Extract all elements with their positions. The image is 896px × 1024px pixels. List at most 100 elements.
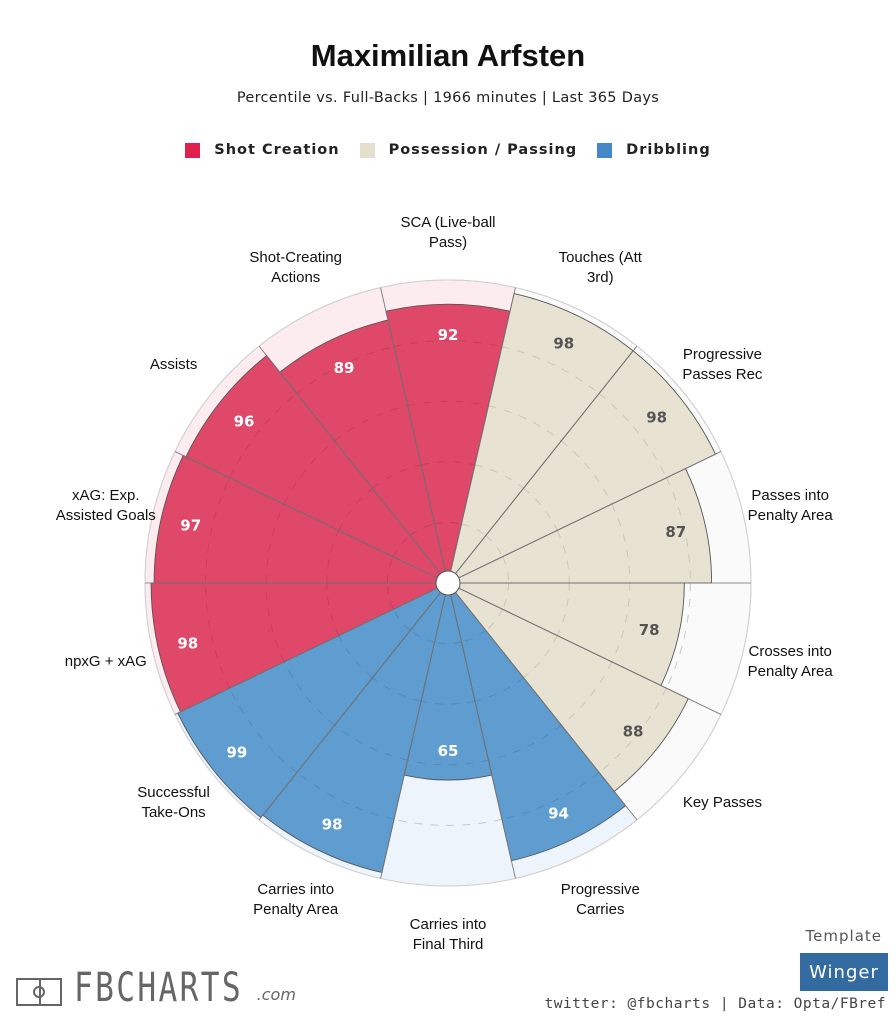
wedge-npxg-xag xyxy=(150,582,449,713)
value-label-successful-take-ons: 99 xyxy=(226,743,247,761)
value-label-carries-into-final-third: 65 xyxy=(438,742,459,760)
metric-label-carries-into-penalty-area: Carries into Penalty Area xyxy=(253,881,339,918)
wedge-shot-creating-actions xyxy=(279,319,449,584)
value-label-passes-into-penalty-area: 87 xyxy=(665,523,686,541)
gridline xyxy=(485,609,504,631)
metric-label-key-passes: Key Passes xyxy=(683,794,762,811)
gridline xyxy=(665,477,691,584)
template-label: Template xyxy=(805,927,882,945)
gridline xyxy=(386,582,394,610)
value-label-key-passes: 88 xyxy=(623,723,644,741)
gridline xyxy=(372,677,422,702)
gridline xyxy=(386,556,394,584)
chart-subtitle: Percentile vs. Full-Backs | 1966 minutes… xyxy=(236,90,660,106)
pitch-icon xyxy=(16,978,62,1006)
gridline xyxy=(598,393,667,479)
gridline xyxy=(461,629,487,643)
value-label-sca-live-ball-pass: 92 xyxy=(438,326,459,344)
gridline xyxy=(501,346,600,394)
gridline xyxy=(665,582,691,689)
metric-label-sca-live-ball-pass: SCA (Live-ball Pass) xyxy=(400,214,495,251)
wedge-xag-exp-assisted-goals xyxy=(153,454,449,584)
gridline xyxy=(598,687,667,773)
value-labels: 92 98 98 87 78 88 94 65 98 99 98 97 96 89 xyxy=(177,326,686,833)
gridline xyxy=(205,582,231,689)
wedge-crosses-into-penalty-area xyxy=(447,582,685,687)
brand-tld: .com xyxy=(256,985,296,1004)
gridline xyxy=(461,523,487,537)
gridline xyxy=(393,340,503,348)
gridline xyxy=(474,677,524,702)
metric-label-npxg-xag: npxG + xAG xyxy=(65,653,147,670)
template-badge: Winger xyxy=(800,953,888,991)
legend-item-dribbling: Dribbling xyxy=(597,142,711,158)
wedge-successful-take-ons xyxy=(177,582,449,819)
gridline xyxy=(485,535,504,557)
gridline xyxy=(611,582,631,663)
gridline xyxy=(561,661,613,726)
gridline xyxy=(407,400,489,407)
wedge-progressive-passes-rec xyxy=(447,350,717,584)
credit-text: twitter: @fbcharts | Data: Opta/FBref xyxy=(544,996,886,1012)
value-label-carries-into-penalty-area: 98 xyxy=(322,816,343,834)
legend-label: Shot Creation xyxy=(214,142,340,158)
metric-label-assists: Assists xyxy=(150,356,198,373)
separator xyxy=(258,582,449,821)
gridline xyxy=(434,641,462,645)
wedge-separators xyxy=(145,287,751,879)
gridline xyxy=(265,582,285,663)
metric-label-shot-creating-actions: Shot-Creating Actions xyxy=(249,249,342,286)
gridline xyxy=(283,661,335,726)
wedge-key-passes xyxy=(447,582,689,793)
gridline xyxy=(334,724,408,761)
value-label-touches-att-3rd: 98 xyxy=(553,334,574,352)
legend-item-shot-creation: Shot Creation xyxy=(185,142,339,158)
center-hole xyxy=(435,570,461,596)
legend-swatch-possession xyxy=(359,142,375,158)
wedge-sca-live-ball-pass xyxy=(385,303,511,584)
separator xyxy=(380,287,449,584)
gridline xyxy=(523,487,558,531)
gridline xyxy=(434,521,462,525)
gridline xyxy=(407,759,489,766)
legend-swatch-shot-creation xyxy=(185,142,201,158)
metric-label-carries-into-final-third: Carries into Final Third xyxy=(410,916,487,953)
gridline xyxy=(420,461,476,466)
value-label-progressive-passes-rec: 98 xyxy=(646,409,667,427)
brand-name: FBCHARTS xyxy=(74,965,243,1011)
gridline xyxy=(474,464,524,489)
legend-swatch-dribbling xyxy=(597,142,613,158)
gridline xyxy=(392,609,411,631)
metric-label-crosses-into-penalty-area: Crosses into Penalty Area xyxy=(748,643,834,680)
gridline xyxy=(611,503,631,584)
wedge-passes-into-penalty-area xyxy=(447,468,713,584)
legend: Shot Creation Possession / Passing Dribb… xyxy=(0,142,896,158)
value-label-progressive-carries: 94 xyxy=(548,805,569,823)
separator xyxy=(258,345,449,584)
gridline xyxy=(488,724,562,761)
gridline xyxy=(393,818,503,826)
wedge-assists xyxy=(185,354,449,584)
value-label-xag-exp-assisted-goals: 97 xyxy=(180,516,201,534)
separator xyxy=(174,451,449,584)
gridline xyxy=(372,464,422,489)
gridline xyxy=(561,440,613,505)
separator xyxy=(447,582,722,715)
wedge-carries-into-penalty-area xyxy=(262,582,449,874)
gridline xyxy=(338,635,373,679)
metric-label-successful-take-ons: Successful Take-Ons xyxy=(137,784,210,821)
separator xyxy=(174,582,449,715)
separator xyxy=(447,582,516,879)
gridline xyxy=(229,393,298,479)
metric-label-passes-into-penalty-area: Passes into Penalty Area xyxy=(748,487,834,524)
brand-logo: FBCHARTS .com xyxy=(16,965,296,1011)
separator xyxy=(380,582,449,879)
value-label-shot-creating-actions: 89 xyxy=(334,359,355,377)
gridline xyxy=(502,582,510,610)
gridline xyxy=(326,582,340,636)
gridline xyxy=(205,477,231,584)
value-wedges xyxy=(150,292,717,874)
separator xyxy=(447,287,516,584)
gridline xyxy=(501,772,600,820)
